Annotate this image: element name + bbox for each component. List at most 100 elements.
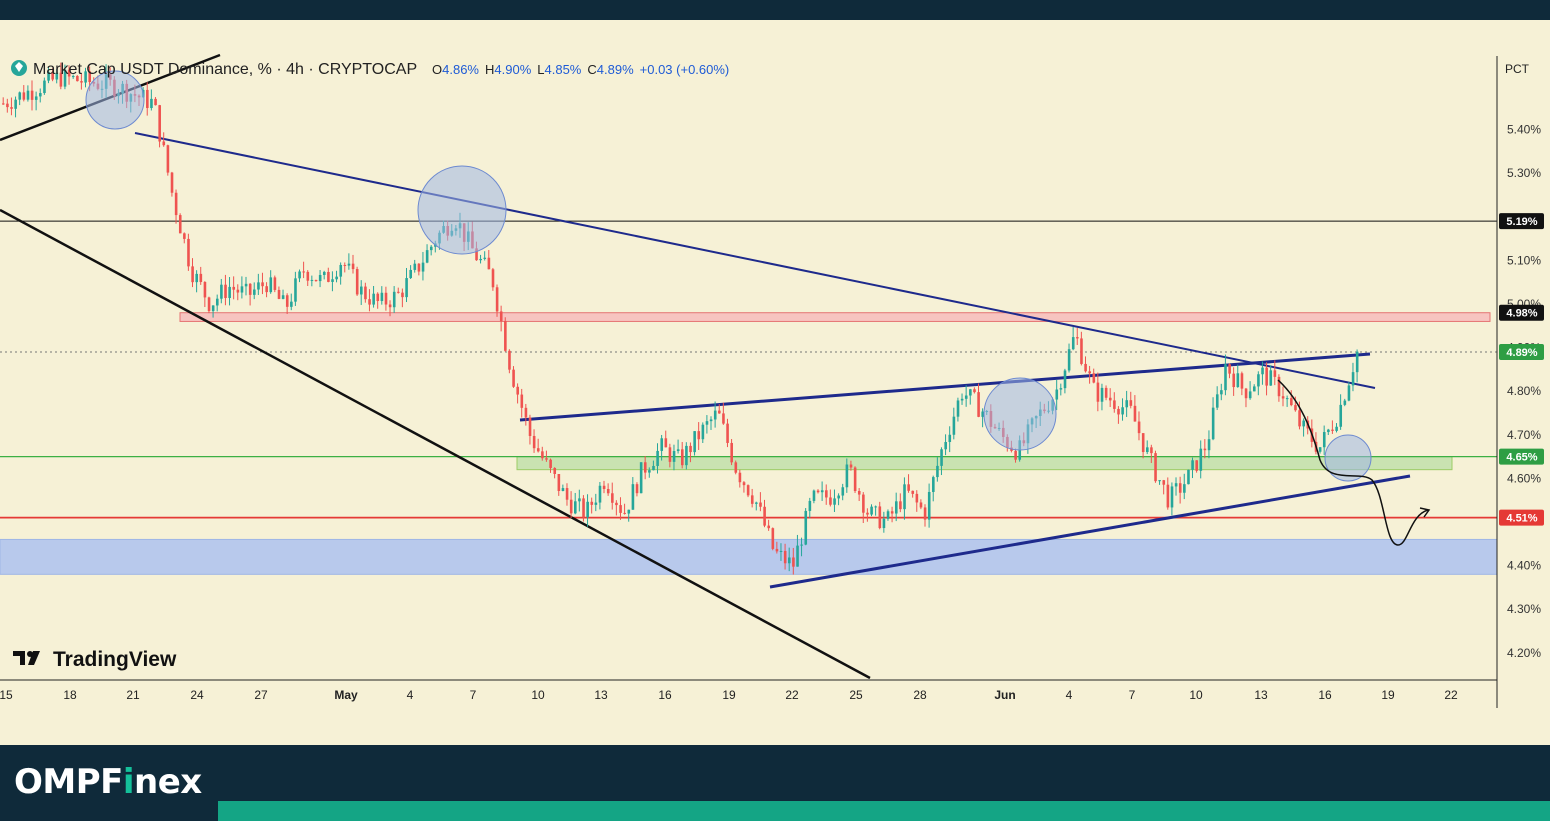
x-tick-label: 25 <box>849 688 863 702</box>
candle <box>298 269 301 283</box>
candle <box>1335 423 1338 433</box>
candle <box>602 480 606 494</box>
candle <box>1207 430 1211 459</box>
candle <box>759 492 762 512</box>
x-tick-label: 27 <box>254 688 268 702</box>
candle <box>425 244 429 264</box>
candle <box>701 422 705 444</box>
candle <box>890 506 894 523</box>
candle <box>1133 395 1137 422</box>
candle <box>783 543 787 570</box>
candle <box>833 489 836 513</box>
candle <box>845 458 849 493</box>
candle <box>224 274 227 306</box>
candle <box>590 497 594 514</box>
candle <box>401 288 404 308</box>
candle <box>18 91 22 106</box>
x-tick-label: May <box>334 688 358 702</box>
candle <box>1199 440 1203 479</box>
candle <box>1141 433 1145 459</box>
candle <box>1092 368 1096 384</box>
candle <box>532 429 536 453</box>
candle <box>158 104 161 148</box>
x-tick-label: 24 <box>190 688 204 702</box>
svg-text:4.51%: 4.51% <box>1506 513 1537 525</box>
candle <box>1265 362 1268 396</box>
candle <box>1125 390 1129 417</box>
candle <box>763 499 766 528</box>
candle <box>1343 398 1347 407</box>
x-tick-label: 28 <box>913 688 927 702</box>
candle <box>1191 457 1194 479</box>
x-tick-label: 16 <box>658 688 672 702</box>
candle <box>228 277 231 306</box>
candle <box>174 189 178 224</box>
x-tick-label: 7 <box>470 688 477 702</box>
candle <box>253 282 256 300</box>
watermark-text: TradingView <box>53 648 177 671</box>
highlight-circle <box>1324 434 1372 482</box>
candle <box>738 469 742 488</box>
channel-bottom-trendline <box>769 474 1411 589</box>
candle <box>718 404 721 414</box>
candle <box>199 266 203 285</box>
candle <box>940 447 943 476</box>
candle <box>936 457 939 482</box>
candle <box>203 281 207 308</box>
candle <box>569 491 573 519</box>
chart-title[interactable]: Market Cap USDT Dominance, % · 4h · CRYP… <box>33 61 417 78</box>
candle <box>944 434 947 456</box>
svg-text:4.98%: 4.98% <box>1506 308 1537 320</box>
chart-area <box>0 20 1550 745</box>
candle <box>894 492 898 522</box>
candle <box>956 397 960 422</box>
candle <box>586 494 589 527</box>
candle <box>1117 406 1120 424</box>
symbol-icon[interactable] <box>11 60 27 76</box>
candle <box>697 422 701 450</box>
candle <box>874 505 878 516</box>
demand-zone <box>0 538 1498 575</box>
candle <box>351 254 355 274</box>
price-chart[interactable]: PCT 5.40%5.30%5.10%5.00%4.90%4.80%4.70%4… <box>0 0 1550 745</box>
candle <box>240 276 244 299</box>
candle <box>1203 439 1207 459</box>
candle <box>561 484 565 492</box>
x-tick-label: 13 <box>594 688 608 702</box>
candle <box>1331 420 1334 434</box>
candle <box>1281 386 1285 407</box>
candle <box>1224 354 1227 396</box>
descending-resistance-trendline <box>134 132 1376 389</box>
candle <box>681 441 684 469</box>
candle <box>290 293 293 311</box>
price-label-badge: 4.89% <box>1499 343 1544 360</box>
candle <box>1261 361 1264 385</box>
candle <box>1080 331 1083 366</box>
candle <box>191 258 194 288</box>
candle <box>1294 396 1297 412</box>
y-tick-label: 4.70% <box>1507 428 1541 442</box>
candle <box>273 275 277 293</box>
candle <box>409 265 412 279</box>
y-tick-label: 5.30% <box>1507 166 1541 180</box>
candle <box>713 401 717 428</box>
candle <box>1244 387 1248 408</box>
candle <box>220 278 223 304</box>
candle <box>631 477 635 510</box>
candle <box>981 408 985 428</box>
svg-text:4.89%: 4.89% <box>1506 347 1537 359</box>
candle <box>792 547 795 575</box>
candle <box>812 489 816 504</box>
x-tick-label: 16 <box>1318 688 1332 702</box>
candle <box>1137 411 1141 441</box>
candle <box>524 403 528 426</box>
candle <box>1215 386 1219 411</box>
candle <box>1211 397 1215 441</box>
candle <box>1178 476 1182 504</box>
candle <box>55 68 59 84</box>
candle <box>178 213 182 234</box>
candle <box>1339 394 1343 430</box>
candle <box>948 426 952 453</box>
candle <box>1162 479 1166 495</box>
y-tick-label: 4.60% <box>1507 471 1541 485</box>
